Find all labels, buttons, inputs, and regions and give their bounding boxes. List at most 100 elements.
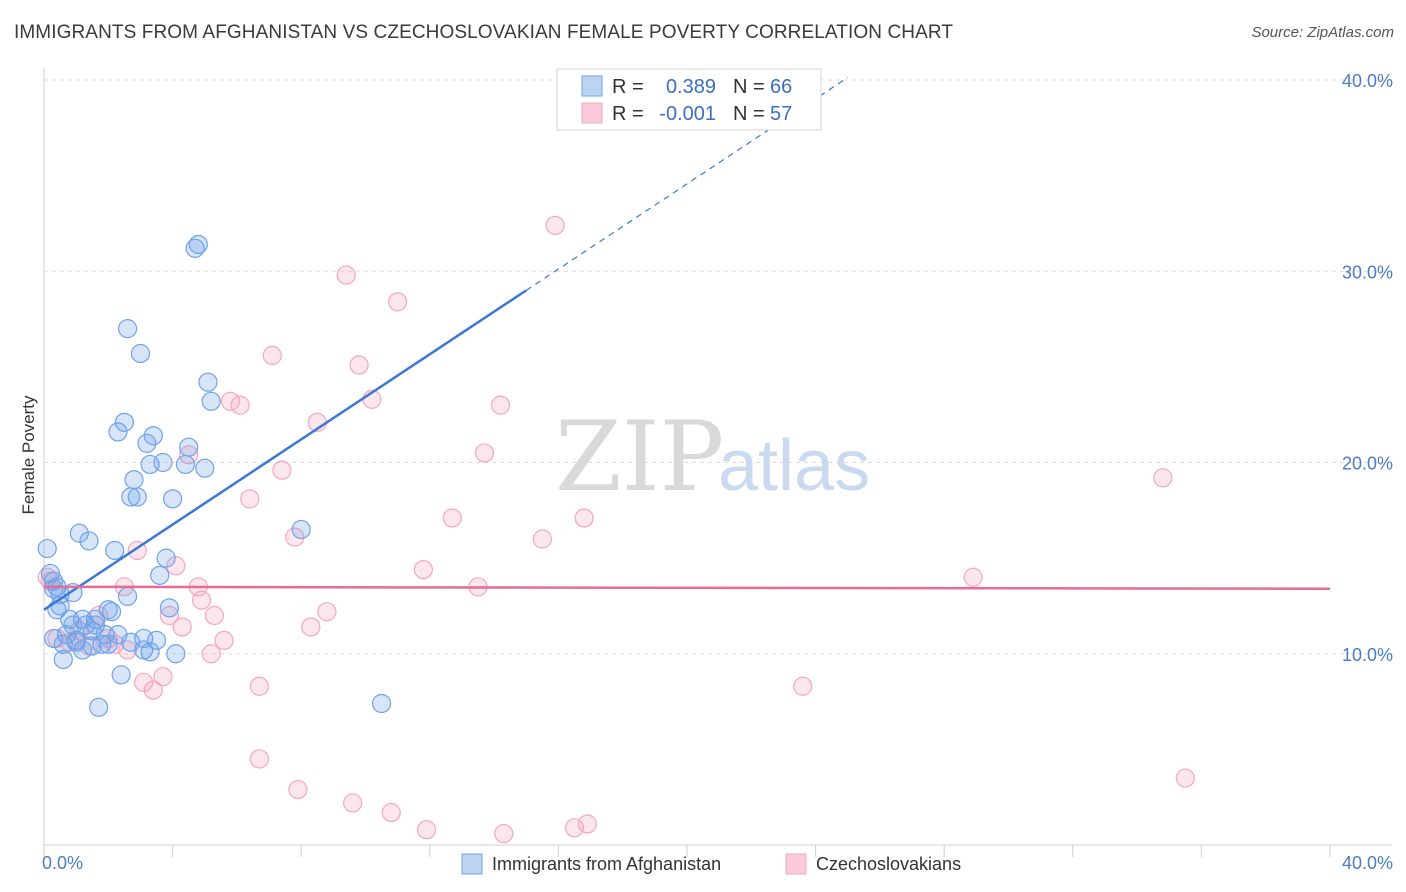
afghanistan-point-45 [153, 452, 173, 473]
y-tick-label-0: 10.0% [1342, 645, 1393, 665]
afghanistan-point-48 [163, 489, 183, 509]
czechoslovakian-point-33 [301, 617, 321, 637]
afghanistan-point-19 [82, 621, 102, 641]
afghanistan-point-26 [101, 602, 122, 622]
afghanistan-point-40 [137, 433, 157, 453]
afghanistan-point-14 [69, 523, 89, 543]
afghanistan-point-59 [66, 632, 86, 652]
czechoslovakian-point-26 [240, 489, 260, 509]
series-legend-swatch-blue [461, 853, 483, 875]
afghanistan-point-61 [121, 632, 141, 652]
legend-swatch-pink [581, 102, 603, 124]
czechoslovakian-point-30 [272, 460, 292, 480]
afghanistan-point-53 [188, 234, 208, 255]
afghanistan-point-47 [159, 598, 179, 618]
chart-title: IMMIGRANTS FROM AFGHANISTAN VS CZECHOSLO… [14, 22, 954, 43]
afghanistan-point-51 [179, 437, 199, 457]
czechoslovakian-point-55 [963, 567, 983, 587]
czechoslovakian-point-41 [388, 292, 408, 312]
czechoslovakian-point-48 [494, 823, 514, 844]
czechoslovakian-point-29 [262, 345, 282, 365]
watermark-zip: ZIP [555, 401, 724, 513]
afghanistan-point-44 [150, 565, 170, 585]
czechoslovakian-point-56 [1153, 468, 1173, 488]
czechoslovakian-point-17 [172, 617, 192, 637]
afghanistan-point-32 [117, 319, 138, 339]
afghanistan-point-56 [201, 391, 221, 411]
czechoslovakian-point-21 [201, 644, 221, 664]
czechoslovakian-point-28 [249, 749, 270, 769]
gridlines [44, 79, 1392, 655]
legend-r-label-2: R = [612, 103, 644, 125]
legend-n-value-1: 66 [770, 76, 792, 98]
afghanistan-point-43 [146, 630, 167, 650]
y-tick-label-3: 40.0% [1342, 71, 1393, 91]
afghanistan-point-3 [44, 628, 64, 649]
legend-r-value-2: -0.001 [659, 103, 716, 125]
trend-lines [43, 76, 1331, 611]
afghanistan-point-27 [105, 540, 125, 561]
afghanistan-point-21 [85, 609, 106, 629]
series-legend-label-blue: Immigrants from Afghanistan [492, 854, 721, 874]
afghanistan-point-55 [198, 372, 218, 392]
czechoslovakian-point-38 [349, 355, 369, 375]
czechoslovakian-point-20 [191, 590, 212, 610]
czechoslovakian-trend-line [43, 585, 1331, 590]
legend-n-label-1: N = [733, 76, 765, 98]
afghanistan-point-42 [143, 426, 163, 446]
czechoslovakian-point-57 [1175, 768, 1195, 788]
afghanistan-points [37, 234, 392, 717]
czechoslovakian-point-50 [545, 215, 565, 235]
afghanistan-point-37 [130, 343, 151, 364]
legend-r-value-1: 0.389 [666, 76, 716, 98]
afghanistan-point-8 [53, 649, 73, 670]
afghanistan-point-57 [291, 519, 311, 540]
czechoslovakian-point-40 [381, 802, 401, 823]
afghanistan-point-50 [175, 454, 196, 475]
czechoslovakian-point-27 [249, 676, 270, 696]
czechoslovakian-point-15 [159, 605, 179, 626]
czechoslovakian-point-42 [413, 559, 433, 580]
czechoslovakian-point-44 [442, 508, 462, 528]
chart-source: Source: ZipAtlas.com [1251, 24, 1394, 41]
afghanistan-point-0 [37, 538, 57, 559]
czechoslovakian-point-24 [220, 391, 241, 411]
afghanistan-point-49 [166, 644, 186, 664]
czechoslovakian-point-46 [474, 443, 495, 463]
legend-r-label-1: R = [612, 76, 644, 98]
czechoslovakian-point-23 [214, 630, 234, 650]
series-legend-label-pink: Czechoslovakians [816, 854, 961, 874]
afghanistan-point-46 [156, 548, 176, 568]
afghanistan-point-31 [114, 412, 134, 432]
afghanistan-point-58 [371, 693, 392, 714]
legend-swatch-blue [581, 75, 603, 97]
afghanistan-point-16 [72, 640, 93, 660]
afghanistan-point-36 [127, 487, 147, 507]
afghanistan-point-18 [79, 531, 99, 551]
y-tick-label-1: 20.0% [1342, 454, 1393, 474]
czechoslovakian-point-13 [143, 680, 163, 700]
x-tick-label-1: 40.0% [1342, 853, 1393, 873]
afghanistan-point-9 [56, 625, 77, 645]
afghanistan-point-22 [89, 697, 109, 717]
afghanistan-point-29 [108, 422, 128, 442]
legend-n-value-2: 57 [770, 103, 792, 125]
afghanistan-point-64 [140, 642, 160, 662]
czechoslovakian-point-25 [230, 395, 250, 415]
czechoslovakians-points [37, 215, 1195, 844]
afghanistan-trend-line [43, 289, 527, 611]
afghanistan-point-65 [44, 579, 64, 599]
axes [43, 68, 1392, 857]
czechoslovakian-point-14 [153, 667, 173, 687]
czechoslovakian-point-43 [416, 820, 437, 840]
afghanistan-point-20 [82, 636, 102, 656]
afghanistan-point-30 [111, 665, 131, 685]
czechoslovakian-point-37 [343, 793, 363, 813]
afghanistan-point-63 [98, 600, 118, 620]
y-axis-label: Female Poverty [19, 395, 38, 515]
czechoslovakian-point-22 [204, 605, 224, 626]
czechoslovakian-point-52 [574, 508, 594, 528]
watermark-atlas: atlas [718, 426, 870, 506]
series-legend-swatch-pink [785, 853, 807, 875]
